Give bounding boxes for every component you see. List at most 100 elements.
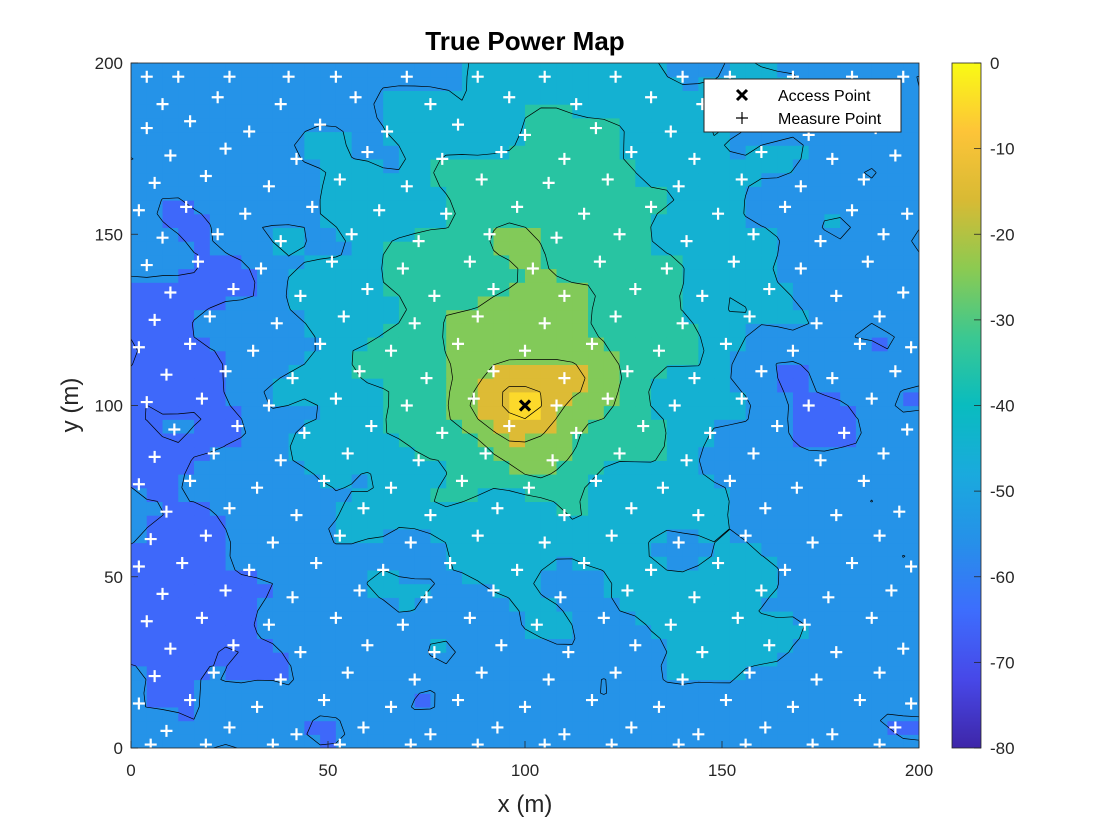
measure-point-marker <box>428 646 441 659</box>
measure-point-marker <box>905 697 918 710</box>
heatmap-cell <box>698 350 715 365</box>
heatmap-cell <box>209 364 227 379</box>
measure-point-marker <box>420 372 433 385</box>
heatmap-cell <box>398 63 416 78</box>
heatmap-cell <box>556 117 573 133</box>
measure-point-marker <box>140 122 153 135</box>
heatmap-cell <box>493 227 510 242</box>
heatmap-cell <box>383 323 400 338</box>
heatmap-cell <box>383 693 400 708</box>
heatmap-cell <box>146 323 164 338</box>
heatmap-cell <box>288 597 305 612</box>
heatmap-cell <box>509 611 526 626</box>
heatmap-cell <box>131 432 148 448</box>
heatmap-cell <box>225 611 242 626</box>
heatmap-cell <box>225 734 242 748</box>
heatmap-cell <box>824 295 841 311</box>
heatmap-cell <box>635 186 652 201</box>
heatmap-cell <box>540 515 558 530</box>
heatmap-cell <box>603 515 621 530</box>
heatmap-cell <box>509 679 526 694</box>
heatmap-cell <box>446 172 463 187</box>
measure-point-marker <box>593 255 606 268</box>
heatmap-cell <box>225 391 242 407</box>
measure-point-marker <box>873 310 886 323</box>
heatmap-cell <box>241 200 258 215</box>
heatmap-cell <box>840 706 857 722</box>
measure-point-marker <box>140 259 153 272</box>
heatmap-cell <box>588 350 605 365</box>
heatmap-cell <box>729 309 747 324</box>
measure-point-marker <box>132 697 145 710</box>
measure-point-marker <box>771 420 784 433</box>
heatmap-cell <box>556 350 573 365</box>
heatmap-cell <box>635 241 652 256</box>
heatmap-cell <box>777 597 794 612</box>
heatmap-cell <box>635 720 652 735</box>
heatmap-cell <box>761 419 778 434</box>
heatmap-cell <box>225 295 242 311</box>
heatmap-cell <box>383 720 400 735</box>
heatmap-cell <box>855 501 873 516</box>
measure-point-marker <box>195 611 208 624</box>
heatmap-cell <box>225 131 242 146</box>
heatmap-cell <box>209 104 227 119</box>
heatmap-cell <box>351 378 368 393</box>
heatmap-cell <box>619 528 636 544</box>
heatmap-cell <box>272 583 290 598</box>
heatmap-cell <box>808 446 826 461</box>
heatmap-cell <box>572 487 589 502</box>
heatmap-cell <box>414 391 432 407</box>
heatmap-cell <box>777 515 794 530</box>
heatmap-cell <box>146 200 164 215</box>
heatmap-cell <box>855 720 873 735</box>
heatmap-cell <box>871 158 889 174</box>
heatmap-cell <box>493 200 510 215</box>
heatmap-cell <box>383 337 400 352</box>
heatmap-cell <box>304 391 321 407</box>
heatmap-cell <box>556 391 573 407</box>
heatmap-cell <box>398 665 416 681</box>
measure-point-marker <box>361 146 374 159</box>
heatmap-cell <box>351 213 368 228</box>
heatmap-cell <box>698 405 715 420</box>
heatmap-cell <box>714 227 731 242</box>
heatmap-cell <box>430 693 447 708</box>
heatmap-cell <box>320 569 337 585</box>
heatmap-cell <box>588 76 605 91</box>
heatmap-cell <box>461 241 479 256</box>
heatmap-cell <box>461 665 479 681</box>
heatmap-cell <box>540 638 558 653</box>
heatmap-cell <box>855 665 873 681</box>
heatmap-cell <box>903 241 919 256</box>
heatmap-cell <box>572 200 589 215</box>
heatmap-cell <box>840 337 857 352</box>
heatmap-cell <box>288 186 305 201</box>
heatmap-cell <box>603 693 621 708</box>
heatmap-cell <box>257 117 274 133</box>
heatmap-cell <box>666 501 684 516</box>
heatmap-cell <box>414 569 432 585</box>
heatmap-cell <box>446 104 463 119</box>
heatmap-cell <box>335 460 353 475</box>
heatmap-cell <box>430 364 447 379</box>
measure-point-marker <box>688 152 701 165</box>
heatmap-cell <box>131 569 148 585</box>
heatmap-cell <box>304 145 321 160</box>
heatmap-cell <box>729 227 747 242</box>
heatmap-cell <box>304 268 321 283</box>
heatmap-cell <box>178 323 195 338</box>
measure-point-marker <box>897 70 910 83</box>
heatmap-cell <box>777 213 794 228</box>
measure-point-marker <box>156 587 169 600</box>
heatmap-cell <box>178 528 195 544</box>
heatmap-cell <box>666 720 684 735</box>
heatmap-cell <box>698 665 715 681</box>
heatmap-cell <box>146 652 164 667</box>
heatmap-cell <box>808 611 826 626</box>
heatmap-cell <box>792 282 810 297</box>
heatmap-cell <box>808 501 826 516</box>
heatmap-cell <box>792 665 810 681</box>
heatmap-cell <box>257 213 274 228</box>
heatmap-cell <box>603 227 621 242</box>
